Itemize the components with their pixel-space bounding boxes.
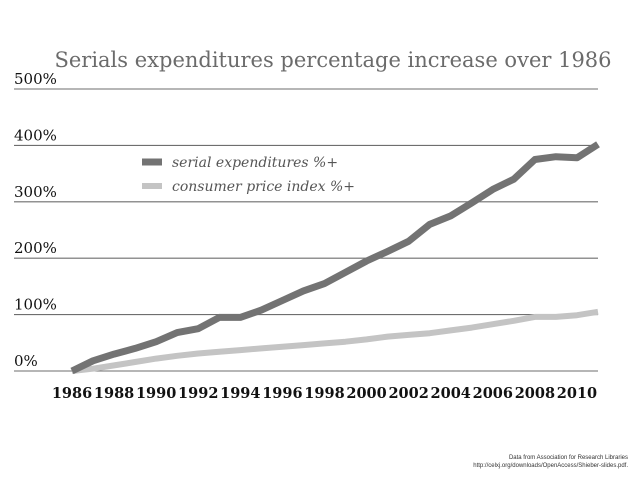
x-axis-ticks: 1986 1988 1990 1992 1994 1996 1998 2000 2002 2004… bbox=[52, 385, 597, 402]
x-tick-label: 2006 bbox=[473, 385, 513, 402]
y-tick-label: 200% bbox=[14, 239, 57, 257]
x-tick-label: 2004 bbox=[431, 385, 471, 402]
x-tick-label: 2002 bbox=[388, 385, 428, 402]
x-tick-label: 1998 bbox=[304, 385, 344, 402]
x-tick-label: 2000 bbox=[346, 385, 386, 402]
chart-title: Serials expenditures percentage increase… bbox=[54, 48, 611, 72]
source-note: Data from Association for Research Libra… bbox=[473, 454, 628, 470]
legend-label-1: consumer price index %+ bbox=[172, 179, 355, 195]
y-tick-label: 300% bbox=[14, 183, 57, 201]
grid-lines bbox=[14, 88, 598, 372]
y-axis-ticks: 0% 100% 200% 300% 400% 500% bbox=[14, 70, 57, 370]
x-tick-label: 1990 bbox=[136, 385, 176, 402]
x-tick-label: 1992 bbox=[178, 385, 218, 402]
source-line-2: http://celxj.org/downloads/OpenAccess/Sh… bbox=[473, 463, 628, 469]
x-tick-label: 2010 bbox=[557, 385, 597, 402]
source-line-1: Data from Association for Research Libra… bbox=[508, 455, 628, 461]
legend-label-0: serial expenditures %+ bbox=[172, 155, 338, 171]
x-tick-label: 2008 bbox=[515, 385, 555, 402]
x-tick-label: 1994 bbox=[220, 385, 260, 402]
y-tick-label: 400% bbox=[14, 126, 57, 144]
y-tick-label: 500% bbox=[14, 70, 57, 88]
y-tick-label: 100% bbox=[14, 296, 57, 314]
y-tick-label: 0% bbox=[14, 352, 38, 370]
legend: serial expenditures %+ consumer price ind… bbox=[142, 155, 355, 195]
x-tick-label: 1988 bbox=[94, 385, 134, 402]
series-line-1 bbox=[71, 308, 599, 374]
x-tick-label: 1986 bbox=[52, 385, 92, 402]
x-tick-label: 1996 bbox=[262, 385, 302, 402]
series-line-0 bbox=[70, 141, 600, 375]
series-lines bbox=[70, 141, 600, 375]
